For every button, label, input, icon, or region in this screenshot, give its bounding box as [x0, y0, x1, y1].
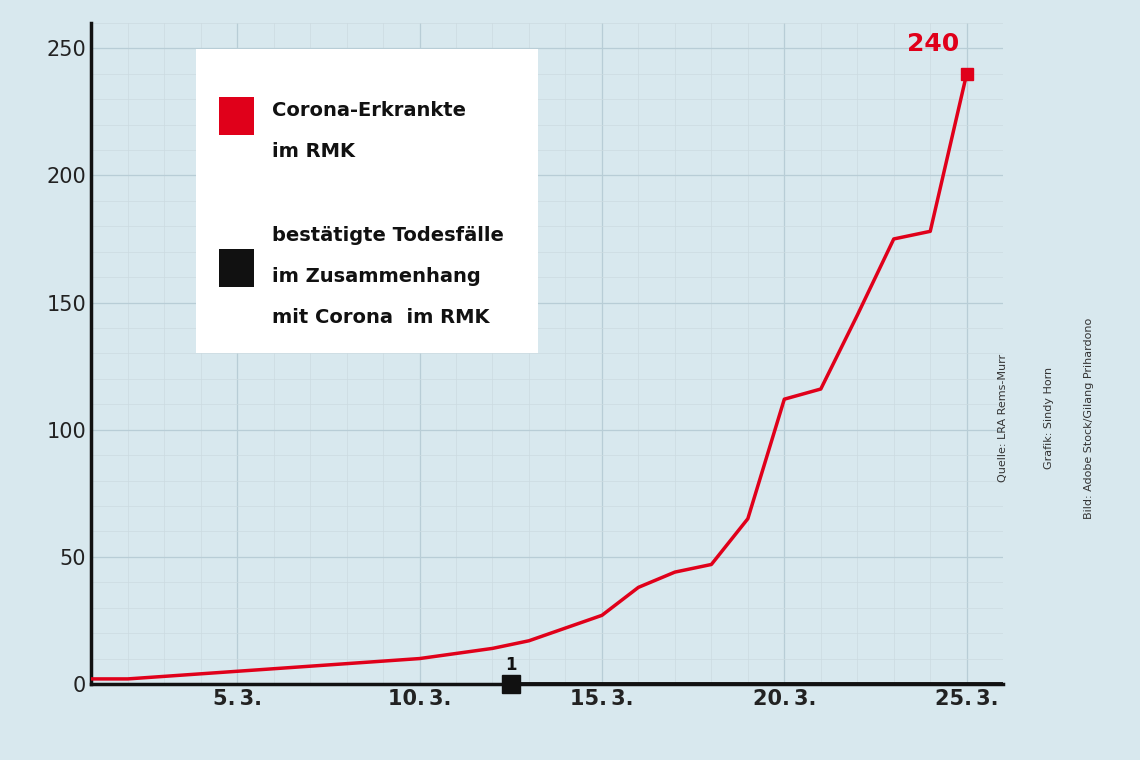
Text: Corona-Erkrankte: Corona-Erkrankte — [271, 100, 466, 119]
Text: im RMK: im RMK — [271, 141, 355, 160]
Text: Grafik: Sindy Horn: Grafik: Sindy Horn — [1044, 367, 1053, 469]
Text: mit Corona  im RMK: mit Corona im RMK — [271, 308, 489, 327]
Text: im Zusammenhang: im Zusammenhang — [271, 267, 481, 286]
Text: 240: 240 — [907, 32, 960, 56]
Text: 1: 1 — [505, 656, 516, 674]
FancyBboxPatch shape — [196, 49, 538, 353]
Text: bestätigte Todesfälle: bestätigte Todesfälle — [271, 226, 504, 245]
Text: Quelle: LRA Rems-Murr: Quelle: LRA Rems-Murr — [999, 354, 1008, 482]
Bar — [219, 249, 253, 287]
Bar — [219, 97, 253, 135]
Text: Bild: Adobe Stock/Gilang Prihardono: Bild: Adobe Stock/Gilang Prihardono — [1084, 318, 1093, 518]
